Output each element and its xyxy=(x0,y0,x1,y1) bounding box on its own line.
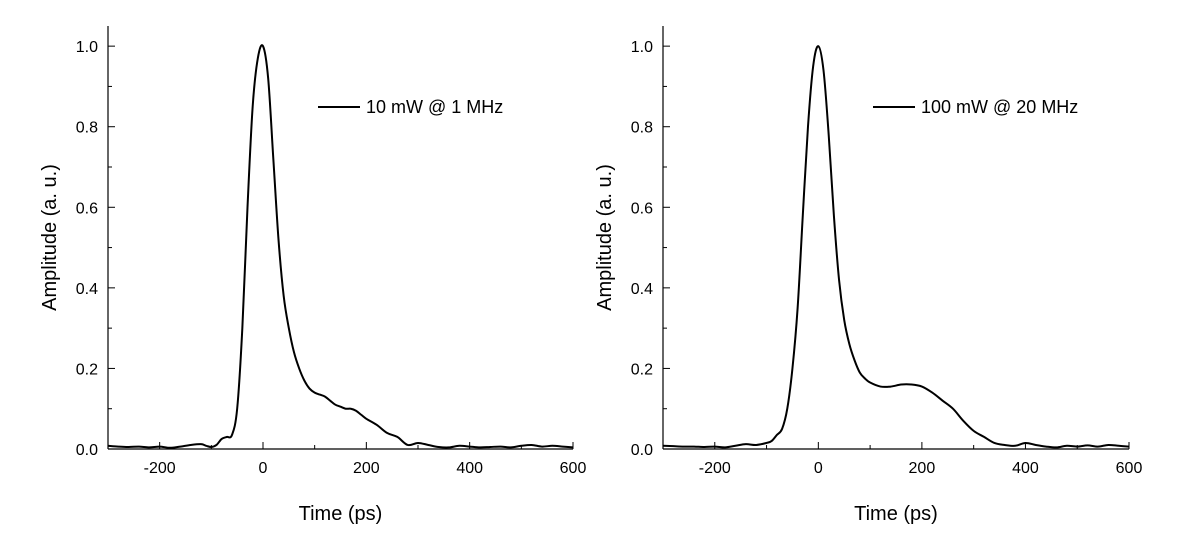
x-tick-label: 0 xyxy=(259,460,268,477)
x-tick-label: 400 xyxy=(1012,460,1039,477)
x-tick-label: 400 xyxy=(456,460,483,477)
y-tick-label: 0.6 xyxy=(631,200,653,217)
plot-right: -200 0 200 400 600 0.0 0.2 0.4 0.6 0.8 1.0 Time (ps… xyxy=(594,26,1142,525)
y-axis-title: Amplitude (a. u.) xyxy=(39,164,61,311)
legend-label: 10 mW @ 1 MHz xyxy=(366,97,503,117)
y-tick-label: 0.8 xyxy=(76,120,98,137)
series-line xyxy=(662,45,1130,449)
x-tick-label: -200 xyxy=(144,460,176,477)
y-tick-label: 0.6 xyxy=(76,200,98,217)
y-tick-label: 0.0 xyxy=(76,442,98,459)
y-tick-label: 0.4 xyxy=(76,281,98,298)
x-tick-label: 0 xyxy=(814,460,823,477)
y-axis-title: Amplitude (a. u.) xyxy=(594,164,616,311)
plot-left: -200 0 200 400 600 0.0 0.2 0.4 0.6 0.8 1.0 Time (ps… xyxy=(39,26,586,525)
y-tick-label: 1.0 xyxy=(631,39,653,56)
y-tick-label: 0.2 xyxy=(76,361,98,378)
x-tick-label: -200 xyxy=(699,460,731,477)
y-tick-label: 0.0 xyxy=(631,442,653,459)
x-tick-label: 200 xyxy=(353,460,380,477)
legend-label: 100 mW @ 20 MHz xyxy=(921,97,1078,117)
x-tick-label: 200 xyxy=(909,460,936,477)
y-tick-label: 0.8 xyxy=(631,120,653,137)
series-line xyxy=(107,44,574,449)
y-tick-label: 1.0 xyxy=(76,39,98,56)
x-tick-label: 600 xyxy=(560,460,587,477)
x-axis-title: Time (ps) xyxy=(854,503,938,525)
x-axis-title: Time (ps) xyxy=(299,503,383,525)
y-tick-label: 0.4 xyxy=(631,281,653,298)
y-tick-label: 0.2 xyxy=(631,361,653,378)
x-tick-label: 600 xyxy=(1116,460,1143,477)
